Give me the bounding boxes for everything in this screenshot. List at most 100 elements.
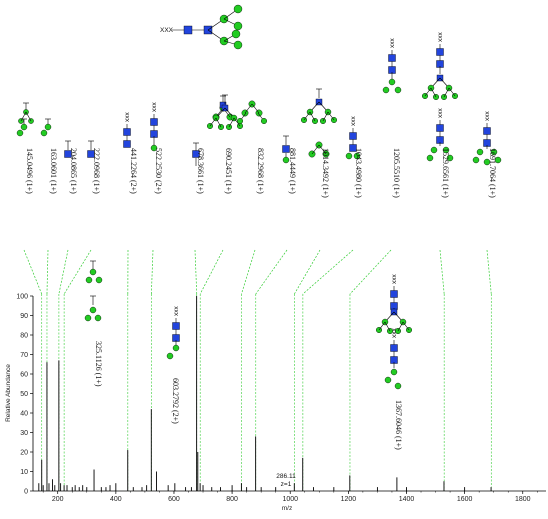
y-tick-label: 40	[20, 410, 28, 417]
hex-circle	[95, 276, 103, 284]
hex-circle	[353, 152, 361, 160]
hex-circle	[430, 146, 438, 154]
hex-circle	[388, 78, 396, 86]
x-tick-label: 1600	[457, 496, 473, 503]
leader-line	[194, 249, 198, 295]
hexnac-square	[123, 140, 131, 148]
y-tick-label: 90	[20, 313, 28, 320]
leader-line	[63, 249, 92, 295]
glycan-bond	[322, 111, 329, 122]
glycan-bond	[424, 87, 432, 97]
glycan-bond	[402, 321, 410, 331]
glycan-bond	[448, 87, 456, 97]
leader-line	[23, 249, 43, 295]
leader-line	[241, 249, 256, 295]
precursor-mz: 286.11	[276, 473, 296, 480]
glycan-bond	[209, 117, 217, 127]
leader-line	[294, 249, 321, 295]
leader-line	[151, 249, 154, 295]
leader-line	[46, 249, 49, 295]
y-tick-label: 80	[20, 332, 28, 339]
glycan-bond	[311, 144, 320, 155]
reducing-end-label: xxx	[151, 102, 158, 113]
hex-circle	[394, 382, 402, 390]
hex-circle	[390, 368, 398, 376]
hexnac-square	[64, 150, 72, 158]
hexnac-square	[349, 144, 357, 152]
leader-line	[58, 249, 69, 295]
hex-circle	[394, 86, 402, 94]
glycan-bond	[303, 111, 311, 121]
glycan-bond	[430, 87, 437, 98]
leader-line	[486, 249, 492, 295]
peak-label: 441.2264 (2+)	[129, 148, 138, 194]
x-tick-label: 600	[168, 496, 180, 503]
glycan-bond	[443, 87, 450, 98]
glycan-bond	[251, 103, 260, 114]
hexnac-square	[390, 290, 398, 298]
reducing-end-label: xxx	[173, 306, 180, 317]
glycan-bond	[318, 144, 327, 155]
hex-circle	[382, 86, 390, 94]
axes: m/z Relative Abundance 200 400 600 800 1000 1…	[5, 293, 546, 512]
inline-peak-label: 325.1126 (1+)	[94, 341, 103, 387]
glycan-bond	[215, 117, 222, 128]
y-tick-label: 50	[20, 391, 28, 398]
peak-label: 1691.7064 (1+)	[488, 148, 497, 198]
x-axis-title: m/z	[282, 505, 292, 512]
y-tick-label: 60	[20, 371, 28, 378]
y-tick-label: 100	[16, 293, 28, 300]
x-tick-label: 200	[52, 496, 64, 503]
hex-circle	[490, 148, 498, 156]
x-tick-label: 1400	[399, 496, 415, 503]
x-tick-label: 1000	[282, 496, 298, 503]
hex-circle	[233, 4, 243, 14]
hex-circle	[233, 40, 243, 50]
hexnac-square	[123, 128, 131, 136]
hex-circle	[84, 314, 92, 322]
hex-circle	[476, 148, 484, 156]
reducing-end-label: xxx	[484, 111, 491, 122]
precursor-note: 286.11 z=1	[276, 473, 296, 488]
glycan-bond	[384, 321, 391, 332]
hexnac-square	[87, 150, 95, 158]
hex-circle	[483, 158, 491, 166]
peak-label: 881.4449 (1+)	[288, 148, 297, 194]
leader-line	[199, 249, 224, 295]
hex-circle	[89, 268, 97, 276]
glycan-bond	[20, 111, 27, 122]
hex-circle	[261, 117, 268, 124]
leader-line	[349, 249, 392, 295]
hex-circle	[446, 154, 454, 162]
hex-circle	[94, 314, 102, 322]
inline-peak-label: 1367.6046 (1+)	[394, 400, 403, 450]
hex-circle	[40, 129, 48, 137]
peak-label: 145.0496 (1+)	[25, 148, 34, 194]
y-tick-label: 10	[20, 469, 28, 476]
hex-circle	[282, 156, 290, 164]
hexnac-square	[483, 127, 491, 135]
reducing-end-label: xxx	[124, 112, 131, 123]
leader-line	[302, 249, 354, 295]
hex-circle	[172, 344, 180, 352]
glycan-bond	[244, 103, 253, 114]
hexnac-square	[192, 150, 200, 158]
leader-line	[439, 249, 445, 295]
hexnac-square	[388, 54, 396, 62]
hex-circle	[20, 123, 28, 131]
hex-circle	[16, 129, 24, 137]
hex-circle	[89, 306, 97, 314]
hexnac-square	[172, 322, 180, 330]
glycan-bond	[309, 111, 316, 122]
peak-label: 1529.6561 (1+)	[441, 148, 450, 198]
hexnac-square	[150, 118, 158, 126]
hex-circle	[384, 376, 392, 384]
peak-label: 832.2968 (1+)	[256, 148, 265, 194]
y-tick-label: 70	[20, 352, 28, 359]
spectrum-peaks	[38, 296, 492, 491]
hex-circle	[150, 144, 158, 152]
y-tick-label: 0	[24, 488, 28, 495]
hexnac-square	[183, 25, 193, 35]
peak-label: 163.0601 (1+)	[49, 148, 58, 194]
